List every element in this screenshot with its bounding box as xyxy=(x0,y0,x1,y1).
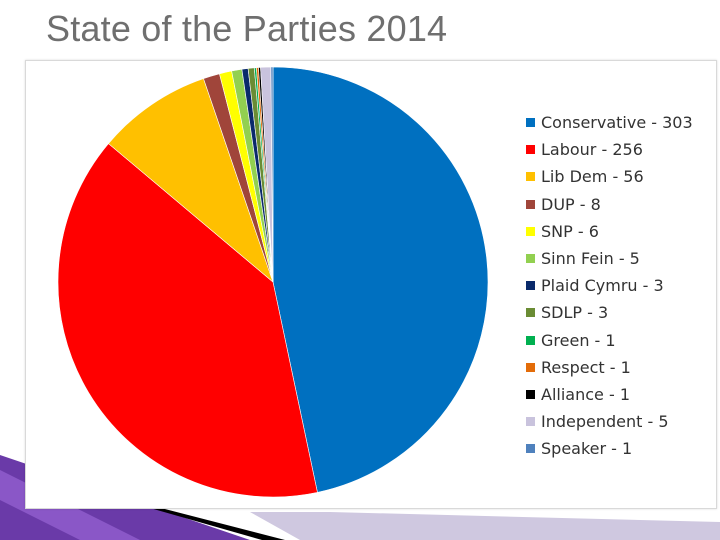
legend-item-plaid-cymru: Plaid Cymru - 3 xyxy=(526,272,711,299)
legend-label: Plaid Cymru - 3 xyxy=(541,276,664,296)
legend-item-alliance: Alliance - 1 xyxy=(526,381,711,408)
legend-item-sinn-fein: Sinn Fein - 5 xyxy=(526,245,711,272)
legend-label: Alliance - 1 xyxy=(541,384,630,404)
legend-item-speaker: Speaker - 1 xyxy=(526,435,711,462)
legend-swatch xyxy=(526,362,535,372)
legend-item-independent: Independent - 5 xyxy=(526,408,711,435)
pie-chart xyxy=(57,66,489,498)
legend-item-green: Green - 1 xyxy=(526,327,711,354)
legend-label: Sinn Fein - 5 xyxy=(541,249,640,269)
legend-swatch xyxy=(526,389,535,399)
chart-legend: Conservative - 303 Labour - 256 Lib Dem - … xyxy=(526,109,711,462)
legend-swatch xyxy=(526,118,535,128)
legend-item-conservative: Conservative - 303 xyxy=(526,109,711,136)
legend-item-labour: Labour - 256 xyxy=(526,136,711,163)
pie-slice-lib-dem xyxy=(108,78,274,283)
legend-label: Lib Dem - 56 xyxy=(541,167,644,187)
legend-swatch xyxy=(526,199,535,209)
legend-item-respect: Respect - 1 xyxy=(526,354,711,381)
slide-title: State of the Parties 2014 xyxy=(46,8,448,49)
legend-swatch xyxy=(526,172,535,182)
legend-label: Green - 1 xyxy=(541,330,616,350)
legend-swatch xyxy=(526,226,535,236)
legend-label: SDLP - 3 xyxy=(541,303,609,323)
legend-swatch xyxy=(526,335,535,345)
legend-swatch xyxy=(526,145,535,155)
legend-swatch xyxy=(526,444,535,454)
legend-swatch xyxy=(526,308,535,318)
legend-label: Labour - 256 xyxy=(541,140,643,160)
legend-item-sdlp: SDLP - 3 xyxy=(526,299,711,326)
pie-slice-labour xyxy=(57,143,318,498)
legend-swatch xyxy=(526,254,535,264)
legend-label: Respect - 1 xyxy=(541,357,631,377)
legend-item-dup: DUP - 8 xyxy=(526,191,711,218)
legend-label: DUP - 8 xyxy=(541,194,601,214)
pie-slice-speaker xyxy=(270,66,274,283)
legend-swatch xyxy=(526,281,535,291)
deco-black-stripe xyxy=(130,500,285,540)
legend-swatch xyxy=(526,417,535,427)
legend-label: Conservative - 303 xyxy=(541,113,693,133)
deco-lavender-band xyxy=(250,512,720,540)
legend-item-snp: SNP - 6 xyxy=(526,218,711,245)
legend-label: Independent - 5 xyxy=(541,412,669,432)
legend-label: Speaker - 1 xyxy=(541,439,633,459)
chart-area: Conservative - 303 Labour - 256 Lib Dem - … xyxy=(25,60,717,509)
legend-item-lib-dem: Lib Dem - 56 xyxy=(526,163,711,190)
pie-slice-conservative xyxy=(272,66,489,493)
legend-label: SNP - 6 xyxy=(541,221,599,241)
